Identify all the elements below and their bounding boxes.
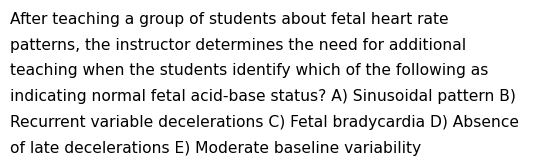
Text: patterns, the instructor determines the need for additional: patterns, the instructor determines the … <box>10 38 466 53</box>
Text: of late decelerations E) Moderate baseline variability: of late decelerations E) Moderate baseli… <box>10 141 421 156</box>
Text: indicating normal fetal acid-base status? A) Sinusoidal pattern B): indicating normal fetal acid-base status… <box>10 89 516 104</box>
Text: teaching when the students identify which of the following as: teaching when the students identify whic… <box>10 63 488 78</box>
Text: Recurrent variable decelerations C) Fetal bradycardia D) Absence: Recurrent variable decelerations C) Feta… <box>10 115 519 130</box>
Text: After teaching a group of students about fetal heart rate: After teaching a group of students about… <box>10 12 449 27</box>
